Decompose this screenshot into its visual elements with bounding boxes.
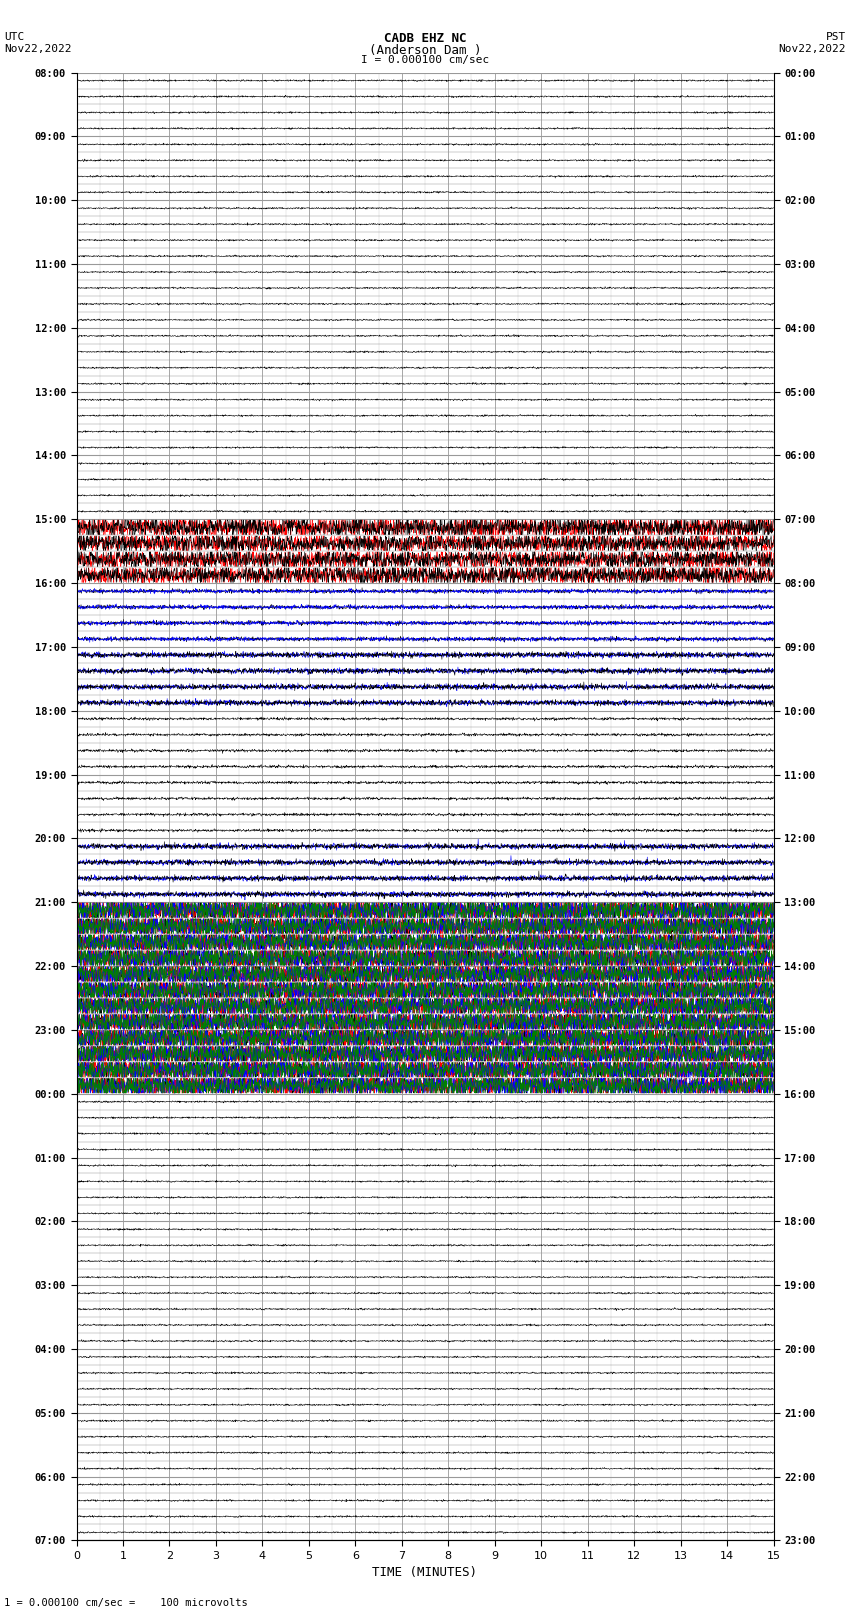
- Text: 1 = 0.000100 cm/sec =    100 microvolts: 1 = 0.000100 cm/sec = 100 microvolts: [4, 1598, 248, 1608]
- Text: Nov22,2022: Nov22,2022: [779, 44, 846, 53]
- Text: UTC: UTC: [4, 32, 25, 42]
- X-axis label: TIME (MINUTES): TIME (MINUTES): [372, 1566, 478, 1579]
- Text: CADB EHZ NC: CADB EHZ NC: [383, 32, 467, 45]
- Text: I = 0.000100 cm/sec: I = 0.000100 cm/sec: [361, 55, 489, 65]
- Text: PST: PST: [825, 32, 846, 42]
- Text: Nov22,2022: Nov22,2022: [4, 44, 71, 53]
- Text: (Anderson Dam ): (Anderson Dam ): [369, 44, 481, 56]
